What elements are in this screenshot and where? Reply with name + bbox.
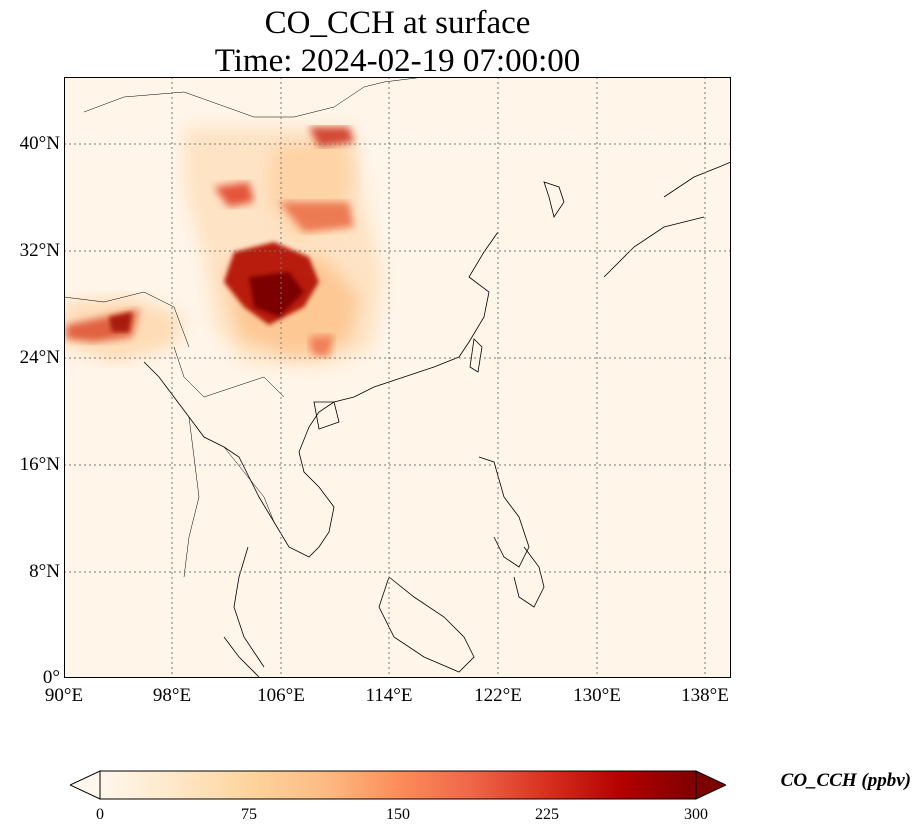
lat-tick-label: 32°N <box>19 240 60 261</box>
plot-title-line2: Time: 2024-02-19 07:00:00 <box>214 43 581 79</box>
colorbar-tick-label: 75 <box>241 806 257 823</box>
colorbar-extend-min <box>70 770 101 800</box>
lon-tick-label: 114°E <box>365 685 413 706</box>
colorbar <box>70 770 726 800</box>
colorbar-extend-max <box>695 770 726 800</box>
colorbar-gradient <box>99 770 697 800</box>
map-background <box>64 77 731 678</box>
lon-tick-label: 130°E <box>573 685 621 706</box>
colorbar-label: CO_CCH (ppbv) <box>780 770 911 791</box>
map-plot-area <box>64 77 731 678</box>
plot-title-line1: CO_CCH at surface <box>264 5 531 41</box>
lat-tick-label: 8°N <box>29 561 60 582</box>
map-frame <box>64 77 731 678</box>
colorbar-tick-label: 225 <box>535 806 559 823</box>
co-concentration-field <box>64 127 384 367</box>
colorbar-tick-label: 300 <box>684 806 708 823</box>
lat-tick-label: 24°N <box>19 347 60 368</box>
colorbar-tick-label: 150 <box>386 806 410 823</box>
lat-tick-label: 0° <box>42 667 60 688</box>
lon-tick-label: 106°E <box>257 685 305 706</box>
colorbar-tick-label: 0 <box>96 806 104 823</box>
lat-tick-label: 16°N <box>19 454 60 475</box>
lon-tick-label: 98°E <box>152 685 192 706</box>
lat-tick-label: 40°N <box>19 133 60 154</box>
map-gridlines <box>64 77 731 678</box>
country-borders <box>64 77 425 578</box>
lon-tick-label: 138°E <box>681 685 729 706</box>
lon-tick-label: 90°E <box>44 685 84 706</box>
lon-tick-label: 122°E <box>474 685 522 706</box>
coastlines <box>143 161 731 678</box>
